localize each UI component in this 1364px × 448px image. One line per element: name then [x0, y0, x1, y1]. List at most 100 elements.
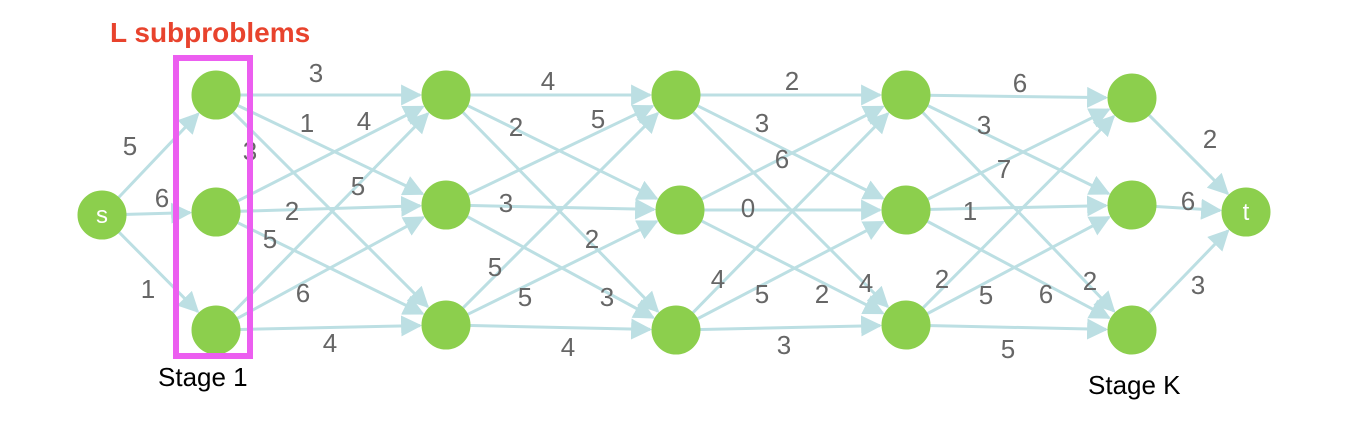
- edge-weight-n2b-n3a: 5: [591, 104, 605, 134]
- edge-n2b-n3b: [465, 198, 657, 220]
- edge-weight-n4a-n5a: 6: [1013, 68, 1027, 98]
- edge-weight-n2c-n3c: 4: [561, 332, 575, 362]
- edge-weight-n4b-n5b: 1: [963, 196, 977, 226]
- edge-weight-n3c-n4a: 4: [711, 264, 725, 294]
- edge-n2c-n3b: [463, 220, 659, 318]
- edge-weight-n1a-n2b: 1: [300, 108, 314, 138]
- edge-n4a-n5a: [925, 86, 1109, 108]
- edge-n3c-n4b: [693, 220, 885, 323]
- edge-n4c-n5c: [925, 318, 1109, 340]
- edge-n4b-n5b: [925, 195, 1109, 217]
- edge-weight-n4b-n5a: 7: [997, 154, 1011, 184]
- edge-n1a-n2b: [233, 102, 425, 196]
- stage-last-label: Stage K: [1088, 370, 1181, 400]
- edge-weight-n1b-n2b: 2: [285, 196, 299, 226]
- edge-weight-n2b-n3c: 3: [600, 282, 614, 312]
- edge-n1b-n2b: [235, 195, 423, 217]
- edge-weight-n4a-n5b: 3: [977, 110, 991, 140]
- edge-weight-n2a-n3a: 4: [541, 66, 555, 96]
- edge-weight-n2c-n3a: 5: [488, 252, 502, 282]
- edge-weight-s-n1b: 6: [155, 183, 169, 213]
- edge-weight-n5b-t: 6: [1181, 186, 1195, 216]
- edge-n1b-n2a: [233, 105, 425, 205]
- edge-weight-n4c-n5b: 5: [979, 280, 993, 310]
- edge-weight-n1b-n2c: 5: [263, 224, 277, 254]
- stage-1-highlight-box: [173, 55, 253, 359]
- edge-weight-n3b-n4b: 0: [741, 193, 755, 223]
- edge-n4c-n5b: [922, 215, 1111, 317]
- edge-weight-n1c-n2c: 4: [323, 328, 337, 358]
- node-t: [1221, 187, 1271, 237]
- edge-n3a-n4b: [693, 102, 885, 200]
- edge-n2b-n3c: [462, 213, 656, 319]
- edge-weight-s-n1c: 1: [141, 274, 155, 304]
- edge-n5b-t: [1151, 198, 1223, 220]
- node-label-t: t: [1243, 199, 1250, 226]
- node-n5a: [1107, 73, 1157, 123]
- edge-weight-n2a-n3b: 2: [509, 112, 523, 142]
- edge-weight-n4c-n5c: 5: [1001, 334, 1015, 364]
- edge-n3b-n4a: [697, 105, 885, 203]
- edge-n1c-n2c: [235, 315, 423, 337]
- edge-n3a-n4c: [689, 108, 890, 309]
- edge-weight-n3b-n4a: 6: [775, 144, 789, 174]
- edge-weight-n5c-t: 3: [1191, 270, 1205, 300]
- node-n3b: [655, 185, 705, 235]
- edge-weight-n1a-n2a: 3: [309, 58, 323, 88]
- edges-layer: [114, 84, 1230, 340]
- edge-weight-n2b-n3b: 3: [499, 188, 513, 218]
- edge-weight-n3c-n4b: 5: [755, 279, 769, 309]
- node-n5c: [1107, 305, 1157, 355]
- edge-n2c-n3a: [459, 111, 660, 312]
- edge-s-n1c: [115, 228, 200, 314]
- edge-weight-n1b-n2a: 4: [357, 106, 371, 136]
- edge-weight-n4b-n5c: 2: [1083, 266, 1097, 296]
- edge-weight-s-n1a: 5: [123, 131, 137, 161]
- edge-weight-n5a-t: 2: [1203, 124, 1217, 154]
- edge-n4c-n5a: [919, 114, 1116, 312]
- node-label-s: s: [96, 202, 108, 229]
- edge-n3c-n4c: [695, 315, 883, 337]
- edge-n2b-n3a: [463, 104, 655, 198]
- node-n4c: [881, 300, 931, 350]
- edge-weight-n1c-n2b: 6: [296, 278, 310, 308]
- edge-n1c-n2a: [228, 112, 430, 317]
- edge-weight-n2a-n3c: 2: [585, 224, 599, 254]
- node-n5b: [1107, 180, 1157, 230]
- edge-weight-n3a-n4c: 4: [859, 268, 873, 298]
- node-n1b: [191, 187, 241, 237]
- edge-n4a-n5c: [918, 108, 1116, 313]
- node-n2c: [421, 300, 471, 350]
- title-label: L subproblems: [110, 17, 310, 48]
- node-n4b: [881, 185, 931, 235]
- edge-weight-n3a-n4a: 2: [785, 66, 799, 96]
- node-n4a: [881, 70, 931, 120]
- node-n1c: [191, 305, 241, 355]
- edge-weight-n3a-n4b: 3: [755, 108, 769, 138]
- edge-weight-n4c-n5a: 2: [935, 264, 949, 294]
- edge-n4b-n5a: [923, 108, 1111, 203]
- edge-n4a-n5b: [923, 102, 1111, 195]
- stage-first-label: Stage 1: [158, 362, 248, 392]
- edge-weight-n2c-n3b: 5: [518, 282, 532, 312]
- edge-s-n1a: [114, 112, 200, 202]
- node-n2b: [421, 180, 471, 230]
- edge-weight-n4a-n5c: 6: [1039, 279, 1053, 309]
- edge-n3b-n4c: [697, 217, 885, 315]
- node-s: [77, 190, 127, 240]
- edge-n2c-n3c: [465, 318, 653, 340]
- node-n1a: [191, 70, 241, 120]
- node-n3a: [651, 70, 701, 120]
- edge-n5c-t: [1144, 229, 1230, 317]
- edge-n1b-n2c: [233, 219, 425, 315]
- edge-weight-n1c-n2a: 5: [351, 171, 365, 201]
- edge-n5a-t: [1145, 111, 1230, 196]
- edge-n1c-n2b: [232, 216, 426, 322]
- edge-n3c-n4a: [688, 112, 890, 317]
- node-n2a: [421, 70, 471, 120]
- edge-weight-n3c-n4c: 3: [777, 330, 791, 360]
